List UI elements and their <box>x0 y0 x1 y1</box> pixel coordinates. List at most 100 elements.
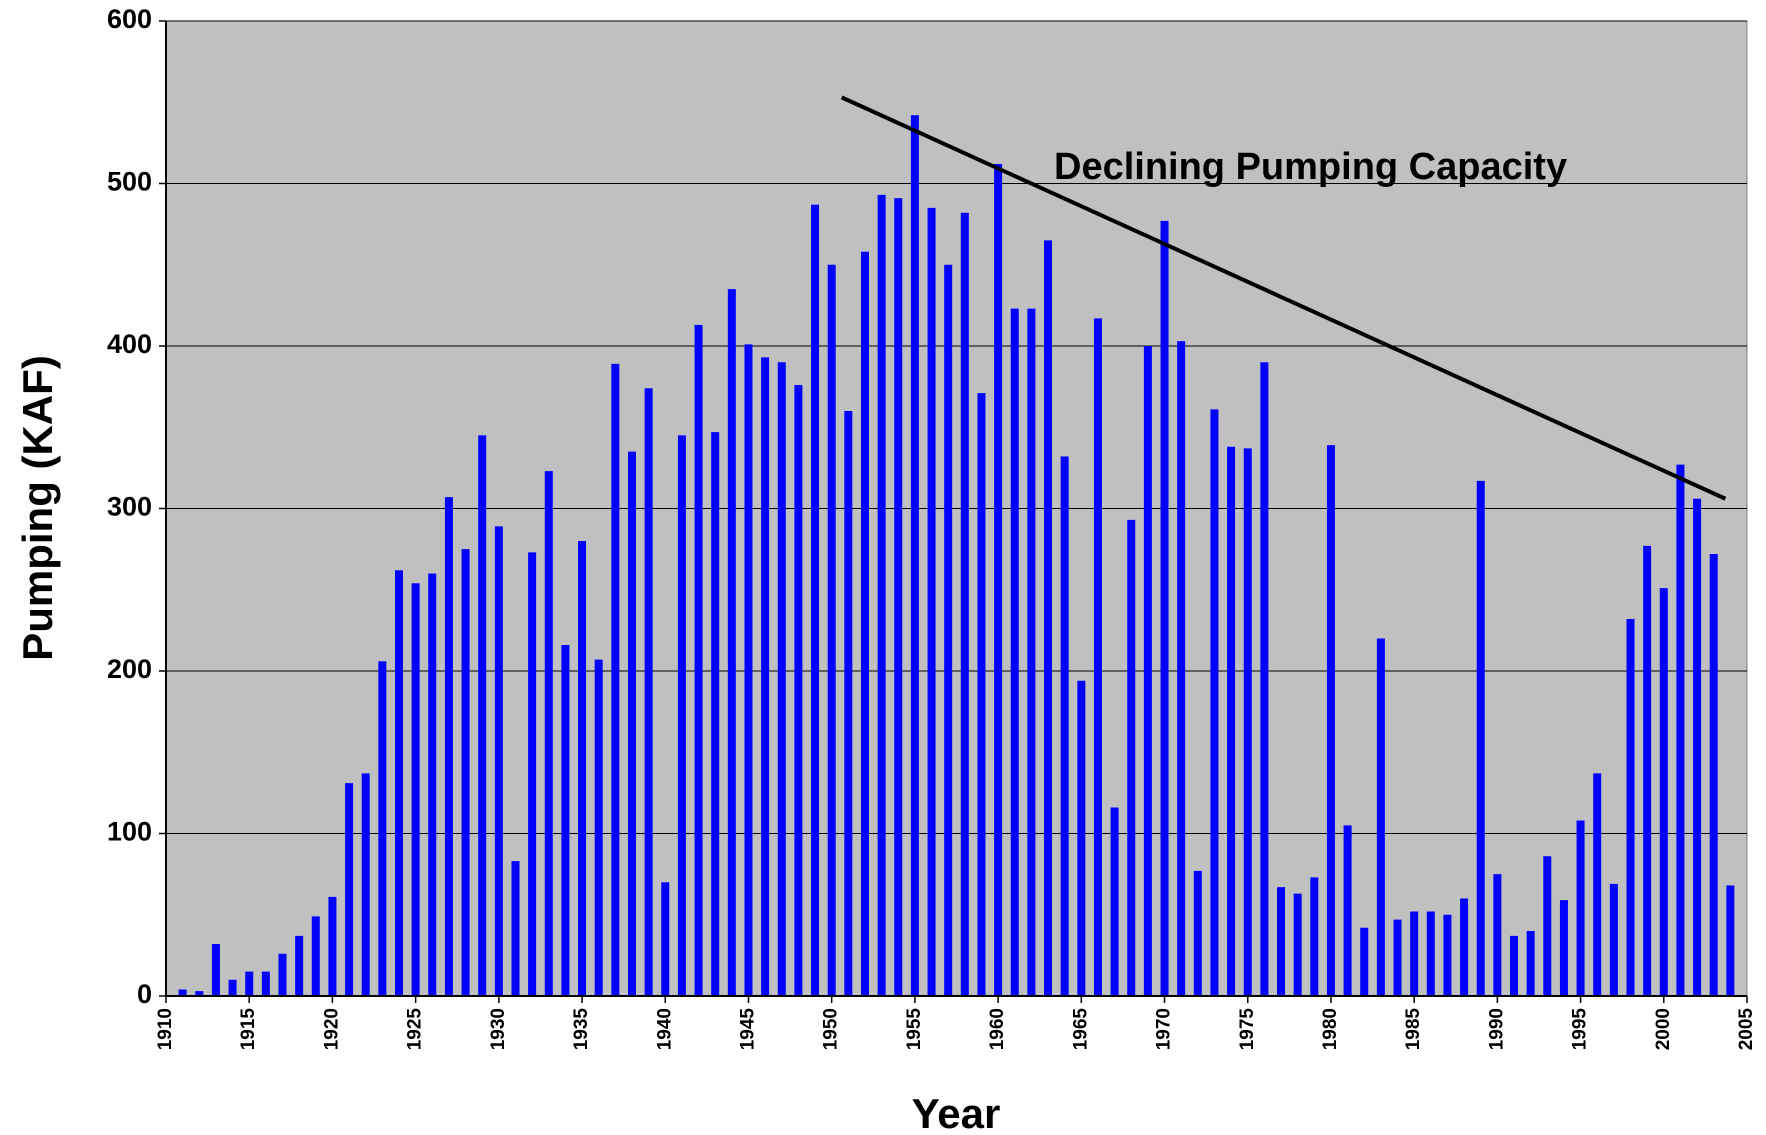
bar <box>195 991 204 996</box>
bar <box>311 916 320 996</box>
bar <box>1460 898 1469 996</box>
bar <box>1426 911 1435 996</box>
y-tick-label: 200 <box>107 654 152 684</box>
bar <box>544 471 553 996</box>
bar <box>860 251 869 996</box>
bar <box>295 935 304 996</box>
bar <box>1093 318 1102 996</box>
bar <box>1177 341 1186 996</box>
bar <box>1310 877 1319 996</box>
bar <box>1559 900 1568 996</box>
bar <box>1193 870 1202 996</box>
bar <box>1227 446 1236 996</box>
x-tick-label: 1935 <box>571 1008 592 1051</box>
bar <box>461 549 470 996</box>
bar <box>1659 588 1668 996</box>
bar <box>1360 927 1369 996</box>
bar <box>1393 919 1402 996</box>
bar <box>1010 308 1019 996</box>
x-tick-label: 1930 <box>488 1008 509 1050</box>
y-axis-title: Pumping (KAF) <box>14 355 61 661</box>
bar <box>1626 619 1635 996</box>
bar <box>1676 464 1685 996</box>
bar <box>910 115 919 996</box>
bar <box>1709 554 1718 996</box>
bar <box>1443 914 1452 996</box>
bar <box>1326 445 1335 996</box>
bar <box>1260 362 1269 996</box>
x-tick-label: 1985 <box>1403 1008 1424 1051</box>
bar <box>694 324 703 996</box>
bar <box>1127 519 1136 996</box>
bar <box>345 783 354 996</box>
bar <box>777 362 786 996</box>
x-tick-label: 1950 <box>821 1008 842 1050</box>
bar <box>711 432 720 996</box>
bar <box>245 971 254 996</box>
bar <box>661 882 670 996</box>
bar <box>361 773 370 996</box>
bar <box>428 573 437 996</box>
x-tick-label: 1995 <box>1570 1008 1591 1051</box>
x-tick-label: 1940 <box>654 1008 675 1050</box>
bar <box>1410 911 1419 996</box>
y-tick-label: 500 <box>107 167 152 197</box>
bar <box>844 411 853 996</box>
bar <box>478 435 487 996</box>
bar <box>1576 820 1585 996</box>
bar <box>1210 409 1219 996</box>
bar <box>944 264 953 996</box>
bar <box>1493 874 1502 996</box>
bar <box>1543 856 1552 996</box>
x-tick-label: 1975 <box>1237 1008 1258 1051</box>
bar <box>894 198 903 996</box>
x-tick-label: 1945 <box>737 1008 758 1051</box>
bar <box>761 357 770 996</box>
bar <box>278 953 287 996</box>
bar <box>1643 545 1652 996</box>
bar <box>1526 931 1535 996</box>
y-tick-label: 300 <box>107 492 152 522</box>
x-tick-label: 1970 <box>1154 1008 1175 1050</box>
bar <box>1027 308 1036 996</box>
bar <box>561 645 570 996</box>
bar <box>994 164 1003 996</box>
bar <box>211 944 220 996</box>
bar <box>178 989 187 996</box>
bar <box>1510 935 1519 996</box>
bar <box>1476 480 1485 996</box>
bar <box>378 661 387 996</box>
x-tick-label: 1960 <box>987 1008 1008 1050</box>
bar <box>1077 680 1086 996</box>
y-tick-label: 400 <box>107 329 152 359</box>
bar <box>1593 773 1602 996</box>
bar <box>578 541 587 996</box>
y-tick-label: 0 <box>137 979 152 1009</box>
bar <box>977 393 986 996</box>
x-tick-label: 1925 <box>405 1008 426 1051</box>
bar <box>228 979 237 996</box>
trend-line <box>840 95 1727 501</box>
bar <box>794 385 803 996</box>
x-tick-label: 1915 <box>238 1008 259 1051</box>
bar <box>811 204 820 996</box>
x-tick-label: 1910 <box>155 1008 176 1050</box>
x-tick-label: 1955 <box>904 1008 925 1051</box>
x-tick-label: 1980 <box>1320 1008 1341 1050</box>
bar <box>328 896 337 996</box>
annotation: Declining Pumping Capacity <box>1054 146 1567 188</box>
bar <box>528 552 537 996</box>
bar <box>1044 240 1053 996</box>
x-tick-label: 2000 <box>1653 1008 1674 1050</box>
x-tick-label: 1965 <box>1070 1008 1091 1051</box>
bar <box>727 289 736 996</box>
bar <box>927 207 936 996</box>
bar <box>411 583 420 996</box>
bar <box>1293 893 1302 996</box>
bar <box>1726 885 1735 996</box>
bar <box>1160 220 1169 996</box>
bar <box>1343 825 1352 996</box>
y-tick-label: 600 <box>107 4 152 34</box>
bar <box>1609 883 1618 996</box>
